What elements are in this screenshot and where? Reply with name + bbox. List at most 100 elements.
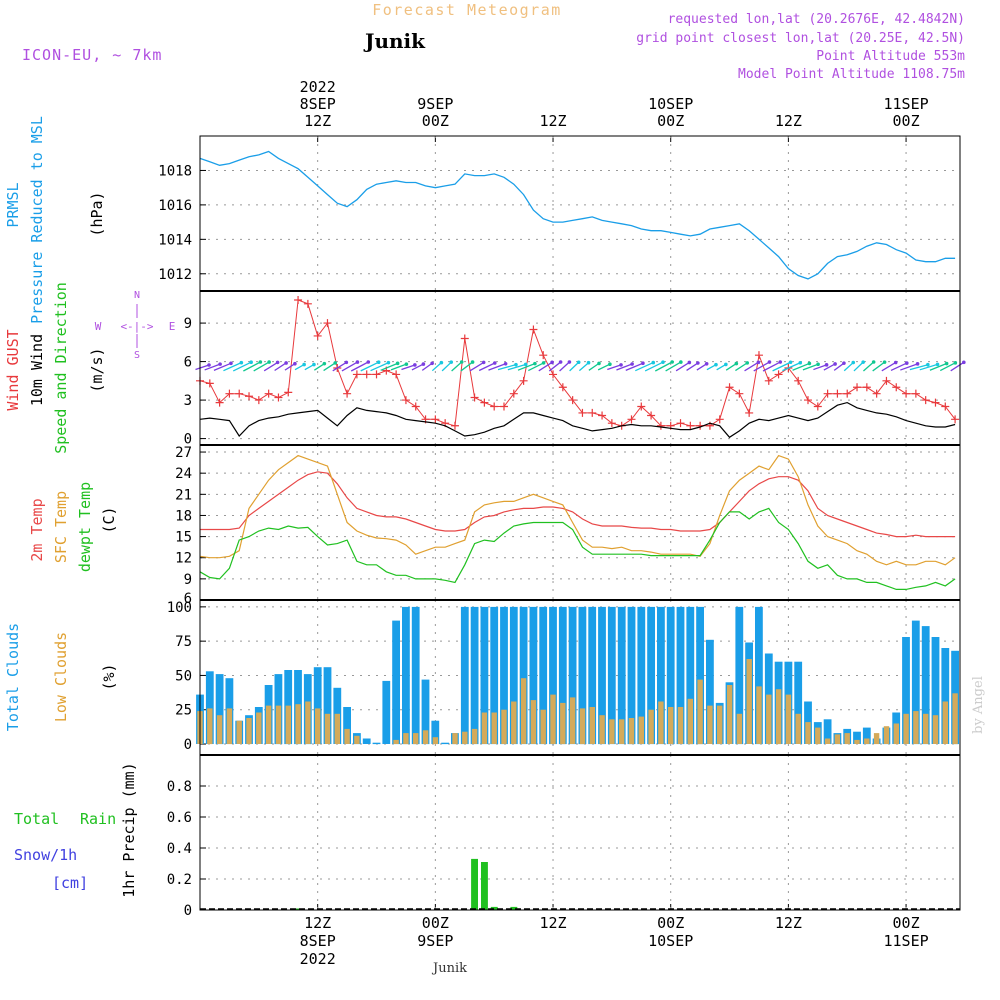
gust-marker (274, 393, 283, 402)
temp2m-label: 2m Temp (28, 498, 46, 561)
total-cloud-bar (480, 606, 489, 745)
y-tick-label: 9 (184, 572, 192, 588)
gust-marker (921, 396, 930, 405)
gust-marker (294, 295, 303, 304)
gust-marker (558, 383, 567, 392)
low-cloud-bar (569, 697, 576, 744)
wind-arrow (813, 364, 827, 371)
wind-arrow-head (608, 362, 612, 367)
total-cloud-bar (382, 680, 391, 744)
gust-marker (235, 389, 244, 398)
wind-arrow (460, 361, 473, 372)
y-tick-label: 0.8 (167, 779, 192, 795)
gust-marker (843, 389, 852, 398)
bottom-time-label: 12Z (775, 914, 802, 932)
total-cloud-bar (686, 606, 695, 745)
gust-marker (529, 325, 538, 334)
wind-arrow (782, 362, 801, 372)
bottom-time-label: 9SEP (417, 932, 453, 950)
total-cloud-bar (921, 626, 930, 745)
wind-arrow-head (926, 362, 930, 367)
top-time-label: 12Z (539, 112, 566, 130)
gust-marker (872, 389, 881, 398)
wind-arrow-head (207, 363, 211, 367)
rain-label: Rain (80, 810, 116, 828)
rain-bar (294, 908, 302, 910)
low-cloud-bar (628, 718, 635, 745)
low-cloud-bar (893, 723, 899, 745)
wind-arrow-head (333, 361, 338, 365)
gust-marker (941, 402, 950, 411)
gust-marker (225, 389, 234, 398)
panel-wind: 0 3 6 9 (184, 291, 966, 448)
y-tick-label: 0.2 (167, 872, 192, 888)
low-cloud-bar (736, 713, 743, 744)
rain-bar (481, 862, 488, 910)
gust-marker (352, 370, 361, 379)
wind-arrow (762, 361, 781, 372)
wind-arrow (507, 363, 526, 371)
y-tick-label: 0 (184, 737, 192, 753)
wind-arrow (204, 363, 221, 371)
wind-arrow (890, 362, 908, 372)
wind-arrow (313, 363, 325, 371)
y-tick-label: 27 (175, 445, 192, 461)
total-cloud-bar (470, 606, 479, 745)
wind-arrow (654, 361, 673, 372)
low-cloud-bar (844, 733, 850, 745)
low-cloud-bar (216, 715, 223, 744)
low-cloud-bar (471, 728, 478, 744)
y-tick-label: 6 (184, 355, 192, 371)
wind-arrow-head (893, 360, 898, 365)
total-clouds-label: Total Clouds (4, 623, 22, 731)
wind-arrow (421, 362, 433, 371)
low-cloud-bar (315, 708, 321, 745)
low-cloud-bar (746, 659, 752, 744)
wind-arrow-head (449, 360, 454, 364)
low-cloud-bar (491, 712, 497, 744)
total-cloud-bar (588, 606, 597, 745)
wind-arrow-head (258, 360, 263, 364)
total-cloud-bar (666, 606, 675, 745)
wind-arrow-head (944, 361, 949, 366)
panel-border (199, 290, 961, 446)
wind-arrow-head (953, 361, 958, 365)
gust-marker (284, 388, 293, 397)
low-clouds-label: Low Clouds (52, 632, 70, 722)
gust-marker (627, 415, 636, 424)
gust-marker (588, 408, 597, 417)
gust-marker (794, 376, 803, 385)
wind-arrow (380, 362, 398, 371)
wind-arrow-head (704, 362, 709, 366)
gust-marker (911, 389, 920, 398)
wind-arrow (411, 363, 424, 371)
wind-arrow-head (824, 363, 829, 367)
wind-arrow-head (724, 362, 728, 367)
top-time-label: 00Z (422, 112, 449, 130)
gust-label: Wind GUST (4, 329, 22, 410)
low-cloud-bar (295, 704, 301, 744)
wind-arrow (350, 361, 369, 372)
wind-arrow-head (344, 360, 349, 365)
wind-arrow-head (962, 360, 966, 365)
wind-arrow (232, 361, 252, 372)
gust-marker (470, 393, 479, 402)
low-cloud-bar (873, 733, 880, 745)
wind-arrow-head (833, 362, 837, 366)
wind-arrow (772, 361, 791, 372)
gust-marker (862, 383, 871, 392)
low-cloud-bar (540, 709, 546, 744)
rain-bar (510, 906, 518, 910)
wind-arrow-head (679, 360, 683, 364)
gust-marker (598, 411, 607, 420)
wind-arrow (843, 362, 854, 372)
wind-arrow-head (661, 360, 665, 364)
y-tick-label: 50 (175, 668, 192, 684)
snow-unit-label: [cm] (52, 874, 88, 892)
y-tick-label: 18 (175, 508, 192, 524)
sfc-temp-line (199, 454, 956, 566)
total-cloud-bar (931, 637, 940, 744)
bottom-time-label: 10SEP (648, 932, 693, 950)
